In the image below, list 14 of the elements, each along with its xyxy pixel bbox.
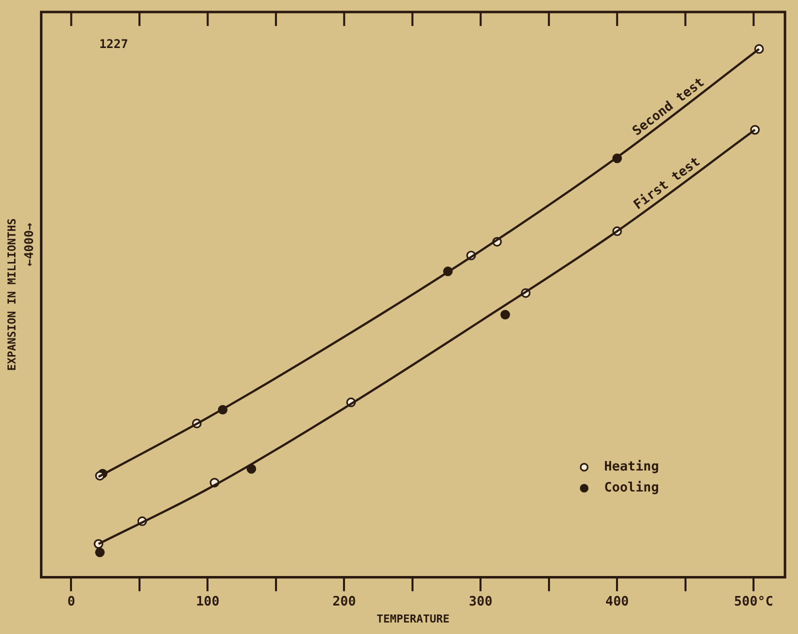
x-tick-label: 300 [468, 594, 493, 610]
x-tick-label: 200 [332, 594, 356, 610]
y-axis-title: EXPANSION IN MILLIONTHS [5, 218, 18, 371]
x-tick-label: 500°C [734, 594, 774, 610]
x-tick-label: 400 [605, 594, 630, 610]
point [95, 548, 105, 558]
point [500, 310, 510, 320]
x-tick-label: 0 [67, 594, 76, 610]
text: ←4000→ [22, 222, 36, 266]
legend-label: Heating [604, 460, 659, 475]
legend-label: Cooling [604, 480, 659, 496]
annotation: 1227 [99, 37, 128, 52]
x-tick-label: 100 [196, 594, 220, 610]
x-axis-title: TEMPERATURE [376, 612, 450, 626]
